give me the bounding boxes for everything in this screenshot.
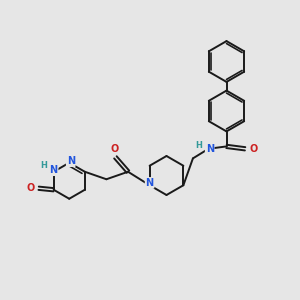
Text: H: H — [196, 141, 202, 150]
Text: O: O — [26, 183, 35, 193]
Text: O: O — [249, 144, 258, 154]
Text: N: N — [146, 178, 154, 188]
Text: H: H — [40, 161, 47, 170]
Text: O: O — [111, 144, 119, 154]
Text: N: N — [50, 165, 58, 175]
Text: N: N — [67, 156, 75, 166]
Text: N: N — [206, 144, 214, 154]
